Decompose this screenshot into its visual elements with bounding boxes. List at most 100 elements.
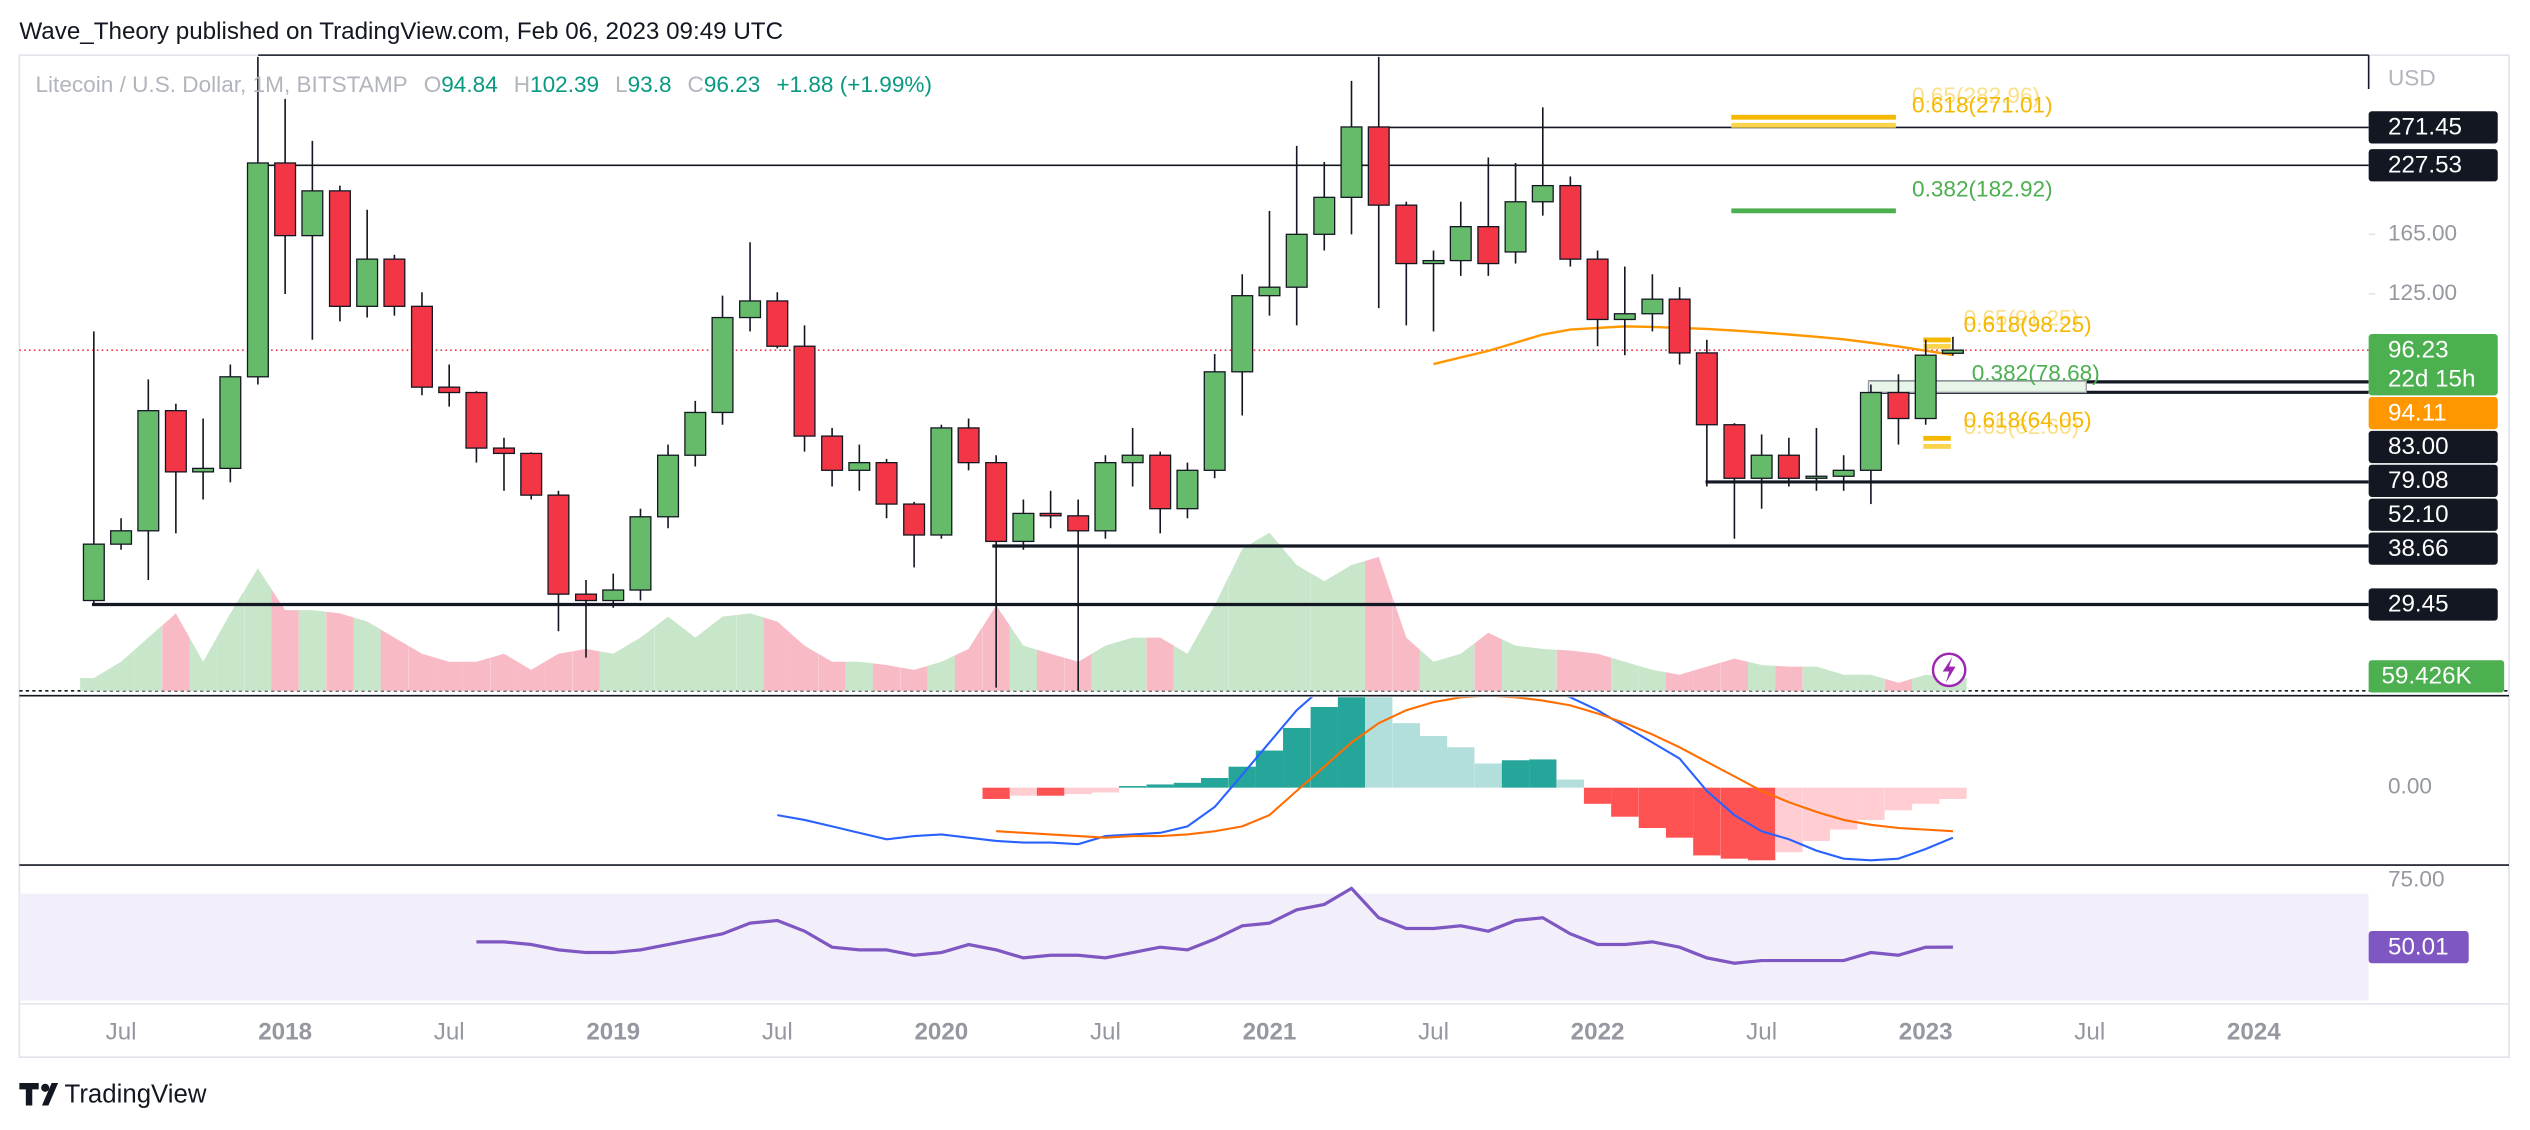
volume-area xyxy=(1009,625,1038,691)
macd-histogram-bar xyxy=(1474,763,1502,788)
volume-area xyxy=(763,617,791,691)
macd-histogram-bar xyxy=(1720,787,1749,859)
high-value: 102.39 xyxy=(530,72,599,97)
candle-body xyxy=(356,258,379,307)
x-tick-label: Jul xyxy=(106,1018,137,1045)
price-label-box xyxy=(2368,396,2498,430)
volume-area xyxy=(599,645,627,691)
open-value: 94.84 xyxy=(441,72,498,97)
volume-area xyxy=(1201,577,1229,691)
macd-histogram-bar xyxy=(1638,787,1667,829)
candle-body xyxy=(903,503,926,536)
x-tick-label: Jul xyxy=(2074,1018,2105,1045)
candle-body xyxy=(438,386,461,394)
candle-body xyxy=(164,410,187,473)
candle-body xyxy=(1313,196,1336,235)
fib-bar xyxy=(1731,114,1896,120)
candle-body xyxy=(1477,226,1500,265)
fib-box xyxy=(1867,380,2087,393)
volume-area xyxy=(544,651,573,691)
candle-body xyxy=(1777,454,1800,479)
volume-area xyxy=(1529,647,1557,691)
candle-body xyxy=(246,162,269,378)
price-label: 271.45 xyxy=(2388,114,2462,141)
candle-body xyxy=(492,447,516,455)
volume-area xyxy=(1146,637,1174,691)
candle-body xyxy=(875,461,898,505)
price-label-box xyxy=(2368,498,2498,531)
price-label-box xyxy=(2368,464,2498,497)
volume-area xyxy=(1638,665,1667,691)
candle-body xyxy=(1887,391,1910,420)
candle-body xyxy=(82,543,105,602)
fib-bar xyxy=(1731,208,1896,214)
volume-area xyxy=(189,637,217,691)
volume-area xyxy=(298,610,327,691)
volume-area xyxy=(1857,674,1885,691)
volume-area xyxy=(1747,661,1776,691)
volume-area xyxy=(845,661,874,691)
candle-body xyxy=(1231,295,1254,373)
macd-histogram-bar xyxy=(1829,787,1858,830)
candle-body xyxy=(274,162,297,237)
candle-body xyxy=(1641,298,1664,315)
macd-histogram-bar xyxy=(1283,727,1311,788)
candle-body xyxy=(137,410,160,532)
volume-label: 59.426K xyxy=(2382,663,2472,690)
macd-histogram-bar xyxy=(1939,787,1967,799)
volume-area xyxy=(681,627,709,691)
ohlc-letter: O xyxy=(424,72,442,97)
macd-histogram-bar xyxy=(1447,747,1475,788)
price-label-box xyxy=(2368,430,2498,464)
candle-body xyxy=(985,461,1008,543)
macd-pane xyxy=(777,697,1967,862)
symbol-title: Litecoin / U.S. Dollar, 1M, BITSTAMP xyxy=(35,72,407,97)
volume-area xyxy=(1583,652,1612,691)
rsi-line xyxy=(476,886,1953,965)
macd-histogram-bar xyxy=(1009,787,1038,796)
close-value: 96.23 xyxy=(704,72,761,97)
volume-area xyxy=(408,645,436,691)
price-label-box xyxy=(2368,588,2498,621)
ma-line xyxy=(1433,325,1954,366)
header: Wave_Theory published on TradingView.com… xyxy=(19,18,783,45)
candle-body xyxy=(1805,475,1828,479)
brand: TradingView xyxy=(65,1081,207,1109)
fib-label: 0.382(182.92) xyxy=(1912,177,2053,202)
x-tick-label: Jul xyxy=(434,1018,465,1045)
countdown: 22d 15h xyxy=(2388,365,2475,392)
low-value: 93.8 xyxy=(628,72,672,97)
volume-area xyxy=(572,648,600,691)
price-label: 96.23 xyxy=(2388,336,2449,363)
brand-logo xyxy=(41,1083,50,1092)
volume-area xyxy=(353,617,381,691)
x-tick-label: Jul xyxy=(1090,1018,1121,1045)
volume-area xyxy=(654,616,682,691)
candle-body xyxy=(520,452,543,496)
volume-area xyxy=(790,633,819,691)
candle-body xyxy=(1203,371,1226,471)
price-label-box xyxy=(2368,334,2498,396)
y-tick-label: 125.00 xyxy=(2388,280,2457,305)
candle-body xyxy=(1750,454,1773,479)
volume-area xyxy=(1474,632,1502,691)
candle-body xyxy=(766,300,789,347)
fib-bar xyxy=(1923,435,1951,441)
candle-body xyxy=(1121,454,1144,464)
volume-area xyxy=(134,625,162,691)
volume-area xyxy=(1310,573,1338,691)
fib-bar xyxy=(1923,443,1951,449)
candle-body xyxy=(1941,349,1964,354)
x-tick-label: 2019 xyxy=(586,1018,640,1045)
candle-body xyxy=(410,305,433,388)
volume-area xyxy=(954,627,983,691)
volume-area xyxy=(1365,556,1393,691)
rsi-label: 50.01 xyxy=(2388,933,2449,960)
macd-histogram-bar xyxy=(1583,787,1612,804)
volume-area xyxy=(435,657,463,691)
volume-area xyxy=(517,661,545,691)
volume-area xyxy=(708,615,737,691)
fib-label: 0.382(78.68) xyxy=(1972,361,2100,386)
macd-histogram-bar xyxy=(1091,787,1120,793)
candle-body xyxy=(1504,201,1527,253)
